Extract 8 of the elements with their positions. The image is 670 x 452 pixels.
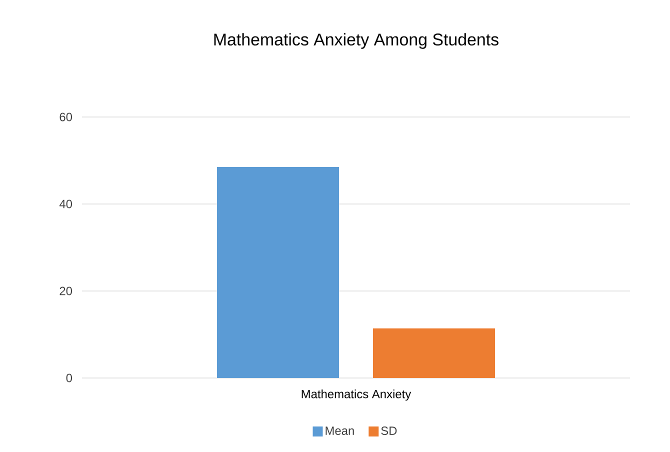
y-tick-label: 40 (59, 200, 72, 208)
y-tick-label: 60 (60, 112, 72, 122)
chart-title: Mathematics Anxiety Among Students (214, 33, 498, 49)
legend-label: Mean (326, 426, 354, 435)
y-tick-label: 20 (60, 286, 72, 296)
legend-label: SD (381, 426, 397, 436)
x-tick-label: Mathematics Anxiety (302, 390, 412, 401)
y-tick-label: 0 (66, 374, 72, 382)
